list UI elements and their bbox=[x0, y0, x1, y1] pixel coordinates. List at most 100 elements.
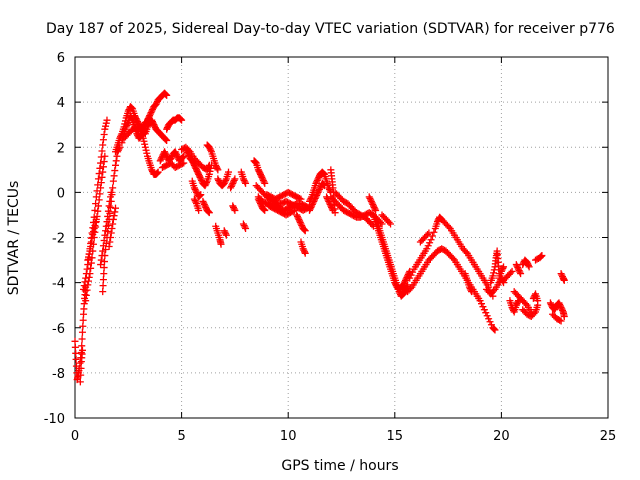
data-point-plus bbox=[162, 91, 170, 99]
y-axis-label: SDTVAR / TECUs bbox=[6, 181, 22, 296]
data-point-plus bbox=[487, 321, 495, 329]
data-point-plus bbox=[301, 227, 309, 235]
data-point-plus bbox=[297, 220, 305, 228]
data-point-plus bbox=[483, 312, 491, 320]
data-point-plus bbox=[192, 187, 200, 195]
data-point-plus bbox=[72, 349, 80, 357]
data-point-plus bbox=[94, 207, 102, 215]
data-point-plus bbox=[367, 196, 375, 204]
data-point-plus bbox=[514, 298, 522, 306]
data-point-plus bbox=[163, 91, 171, 99]
data-point-plus bbox=[193, 166, 201, 174]
data-point-plus bbox=[372, 206, 380, 214]
data-point-plus bbox=[99, 276, 107, 284]
data-point-plus bbox=[478, 300, 486, 308]
data-point-plus bbox=[314, 175, 322, 183]
data-point-plus bbox=[327, 202, 335, 210]
data-point-plus bbox=[326, 200, 334, 208]
data-point-plus bbox=[220, 227, 228, 235]
data-point-plus bbox=[239, 220, 247, 228]
data-point-plus bbox=[558, 271, 566, 279]
data-point-plus bbox=[163, 152, 171, 160]
axis-ticks: 0 5 10 15 20 25 -10 -8 -6 -4 -2 0 2 4 6 bbox=[44, 51, 617, 444]
data-point-plus bbox=[84, 281, 92, 289]
data-point-plus bbox=[500, 263, 508, 271]
data-point-plus bbox=[95, 170, 103, 178]
data-point-plus bbox=[366, 194, 374, 202]
data-point-plus bbox=[401, 276, 409, 284]
data-point-plus bbox=[102, 119, 110, 127]
data-point-plus bbox=[197, 191, 205, 199]
data-point-plus bbox=[214, 166, 222, 174]
data-point-plus bbox=[134, 124, 142, 132]
data-point-plus bbox=[537, 252, 545, 260]
data-point-plus bbox=[320, 182, 328, 190]
data-point-plus bbox=[109, 177, 117, 185]
data-point-plus bbox=[102, 222, 110, 230]
data-point-plus bbox=[100, 264, 108, 272]
data-point-plus bbox=[107, 203, 115, 211]
data-point-plus bbox=[199, 197, 207, 205]
data-point-plus bbox=[556, 316, 564, 324]
y-tick-label: 4 bbox=[57, 96, 65, 111]
data-point-plus bbox=[489, 272, 497, 280]
data-point-plus bbox=[423, 230, 431, 238]
data-point-plus bbox=[89, 230, 97, 238]
data-point-plus bbox=[315, 173, 323, 181]
data-point-plus bbox=[123, 121, 131, 129]
data-point-plus bbox=[111, 167, 119, 175]
data-point-plus bbox=[206, 145, 214, 153]
data-point-plus bbox=[194, 169, 202, 177]
data-point-plus bbox=[77, 364, 85, 372]
data-point-plus bbox=[256, 169, 264, 177]
data-point-plus bbox=[242, 224, 250, 232]
data-point-plus bbox=[407, 271, 415, 279]
data-point-plus bbox=[300, 246, 308, 254]
y-tick-label: 6 bbox=[57, 51, 65, 66]
data-point-plus bbox=[100, 237, 108, 245]
data-point-plus bbox=[134, 118, 142, 126]
data-point-plus bbox=[260, 206, 268, 214]
data-point-plus bbox=[313, 190, 321, 198]
data-point-plus bbox=[220, 179, 228, 187]
chart-title: Day 187 of 2025, Sidereal Day-to-day VTE… bbox=[46, 21, 615, 37]
data-point-plus bbox=[109, 220, 117, 228]
data-point-plus bbox=[173, 152, 181, 160]
data-point-plus bbox=[87, 238, 95, 246]
data-point-plus bbox=[106, 238, 114, 246]
data-point-plus bbox=[227, 182, 235, 190]
data-point-plus bbox=[156, 157, 164, 165]
data-point-plus bbox=[325, 199, 333, 207]
data-point-plus bbox=[203, 166, 211, 174]
data-point-plus bbox=[538, 252, 546, 260]
data-point-plus bbox=[161, 148, 169, 156]
data-point-plus bbox=[154, 168, 162, 176]
data-point-plus bbox=[402, 275, 410, 283]
data-point-plus bbox=[365, 193, 373, 201]
data-point-plus bbox=[173, 151, 181, 159]
data-point-plus bbox=[195, 206, 203, 214]
data-point-plus bbox=[93, 212, 101, 220]
data-point-plus bbox=[148, 116, 156, 124]
data-point-plus bbox=[328, 203, 336, 211]
data-point-plus bbox=[180, 152, 188, 160]
data-point-plus bbox=[426, 239, 434, 247]
x-axis-label: GPS time / hours bbox=[281, 458, 398, 474]
data-point-plus bbox=[153, 170, 161, 178]
data-point-plus bbox=[514, 264, 522, 272]
data-point-plus bbox=[558, 305, 566, 313]
data-point-plus bbox=[301, 226, 309, 234]
data-point-plus bbox=[519, 261, 527, 269]
data-point-plus bbox=[149, 119, 157, 127]
data-point-plus bbox=[99, 168, 107, 176]
data-point-plus bbox=[316, 184, 324, 192]
data-point-plus bbox=[104, 212, 112, 220]
data-point-plus bbox=[525, 263, 533, 271]
data-point-plus bbox=[512, 261, 520, 269]
data-point-plus bbox=[480, 306, 488, 314]
data-point-plus bbox=[98, 252, 106, 260]
data-point-plus bbox=[445, 223, 453, 231]
data-point-plus bbox=[449, 255, 457, 263]
data-point-plus bbox=[197, 176, 205, 184]
